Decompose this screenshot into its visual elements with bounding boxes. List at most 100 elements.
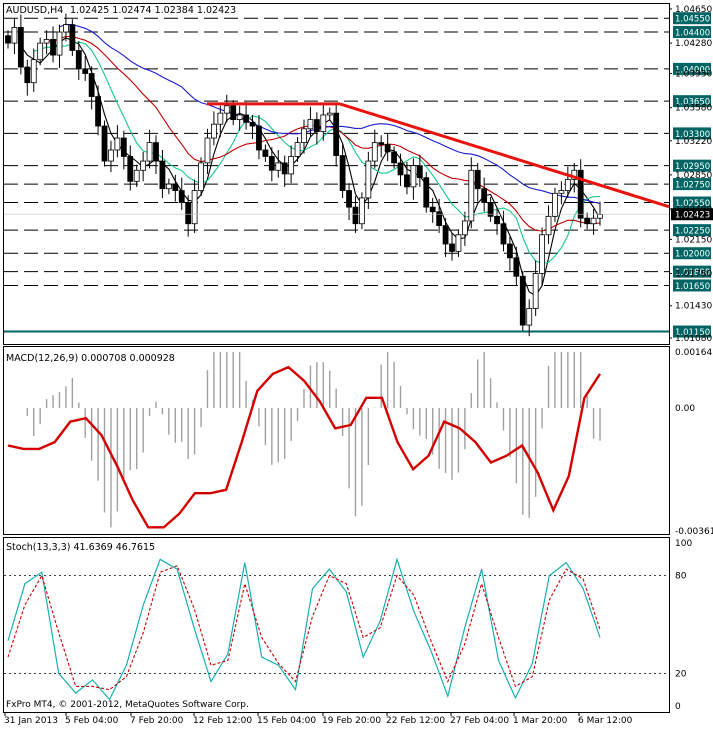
- current-price-label: 1.02423: [675, 211, 710, 221]
- bear-candle: [69, 24, 76, 51]
- bear-candle: [120, 137, 127, 157]
- bull-candle: [43, 39, 50, 44]
- bull-candle: [114, 137, 121, 151]
- copyright-text: FxPro MT4, © 2001-2012, MetaQuotes Softw…: [6, 700, 249, 710]
- stoch-tick-label: 80: [675, 572, 687, 582]
- price-level-label: 1.02750: [675, 181, 710, 191]
- bear-candle: [519, 275, 526, 326]
- time-tick-label: 7 Feb 20:00: [130, 716, 184, 726]
- price-level-label: 1.01650: [675, 282, 710, 292]
- bear-candle: [75, 50, 82, 70]
- bear-candle: [391, 151, 397, 164]
- descending-trendline: [339, 102, 670, 209]
- bull-candle: [63, 24, 69, 33]
- bear-candle: [346, 190, 352, 208]
- bull-candle: [204, 137, 211, 164]
- bear-candle: [500, 223, 507, 245]
- time-tick-label: 5 Feb 04:00: [65, 716, 119, 726]
- bear-candle: [24, 66, 31, 84]
- bear-candle: [82, 68, 89, 74]
- bear-candle: [339, 155, 346, 191]
- bull-candle: [410, 165, 417, 188]
- bear-candle: [101, 125, 108, 162]
- bull-candle: [558, 190, 565, 194]
- panel-frame: [3, 3, 670, 345]
- price-tick-label: 1.03950: [675, 70, 712, 80]
- bear-candle: [281, 162, 288, 175]
- price-level-label: 1.02550: [675, 199, 710, 209]
- ma-slow-line: [59, 23, 601, 205]
- price-level-badge: [673, 12, 711, 25]
- bull-candle: [37, 42, 44, 61]
- bear-candle: [513, 257, 520, 277]
- bull-candle: [211, 123, 217, 139]
- price-tick-label: 1.03580: [675, 104, 712, 114]
- bear-candle: [185, 202, 192, 225]
- bull-candle: [223, 105, 230, 114]
- price-tick-label: 1.04280: [675, 39, 712, 49]
- bear-candle: [153, 142, 159, 162]
- bear-candle: [378, 142, 385, 145]
- bear-candle: [397, 162, 404, 176]
- bull-candle: [307, 119, 314, 130]
- price-tick-label: 1.01780: [675, 269, 712, 279]
- price-level-badge: [673, 26, 711, 39]
- macd-tick-label: 0.00: [675, 404, 695, 414]
- time-tick-label: 12 Feb 12:00: [193, 716, 252, 726]
- macd-tick-label: 0.001643: [675, 348, 713, 358]
- bear-candle: [262, 149, 269, 157]
- bull-candle: [539, 234, 545, 274]
- price-level-badge: [673, 279, 711, 292]
- bear-candle: [17, 27, 24, 68]
- stoch-tick-label: 0: [675, 702, 681, 712]
- price-level-label: 1.04000: [675, 65, 710, 75]
- bull-candle: [275, 162, 282, 171]
- bear-candle: [313, 119, 320, 132]
- bear-candle: [577, 169, 584, 219]
- bull-candle: [590, 217, 597, 225]
- ohlc-values: 1.02425 1.02474 1.02384 1.02423: [70, 5, 236, 16]
- stoch-tick-label: 100: [675, 539, 692, 549]
- bull-candle: [320, 114, 327, 132]
- price-level-badge: [673, 62, 711, 75]
- bear-candle: [352, 206, 359, 225]
- bull-candle: [371, 142, 378, 162]
- bear-candle: [268, 156, 275, 171]
- price-level-badge: [673, 178, 711, 191]
- price-level-badge: [673, 265, 711, 278]
- macd-signal-line: [7, 365, 602, 529]
- price-level-label: 1.02250: [675, 227, 710, 237]
- bull-candle: [108, 149, 114, 162]
- price-level-label: 1.02950: [675, 162, 710, 172]
- bull-candle: [545, 215, 552, 236]
- price-tick-label: 1.02150: [675, 235, 712, 245]
- bear-candle: [474, 169, 481, 190]
- stoch-main-line: [7, 557, 601, 701]
- bull-candle: [468, 169, 475, 222]
- time-tick-label: 1 Mar 20:00: [513, 716, 568, 726]
- bear-candle: [429, 206, 436, 213]
- panel-frame: [3, 346, 670, 535]
- bear-candle: [507, 243, 513, 259]
- bear-candle: [442, 225, 449, 245]
- time-tick-label: 27 Feb 04:00: [450, 716, 509, 726]
- bear-candle: [172, 183, 179, 191]
- price-level-badge: [673, 159, 711, 172]
- bull-candle: [133, 169, 140, 182]
- bear-candle: [249, 121, 256, 127]
- time-tick-label: 6 Mar 12:00: [578, 716, 633, 726]
- price-level-label: 1.01800: [675, 268, 710, 278]
- bull-candle: [217, 112, 224, 125]
- bear-candle: [494, 215, 500, 225]
- bull-candle: [564, 179, 571, 191]
- bear-candle: [230, 105, 237, 120]
- price-level-label: 1.04400: [675, 29, 710, 39]
- bear-candle: [436, 211, 443, 226]
- bull-candle: [56, 31, 63, 56]
- bull-candle: [461, 220, 468, 236]
- stoch-signal-line: [7, 565, 601, 691]
- price-level-badge: [673, 196, 711, 209]
- bull-candle: [532, 273, 539, 309]
- bull-candle: [455, 234, 462, 252]
- time-tick-label: 31 Jan 2013: [4, 716, 58, 726]
